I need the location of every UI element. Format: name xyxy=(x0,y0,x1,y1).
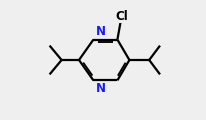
Text: N: N xyxy=(96,82,106,95)
Text: N: N xyxy=(96,25,106,38)
Text: Cl: Cl xyxy=(115,10,128,23)
